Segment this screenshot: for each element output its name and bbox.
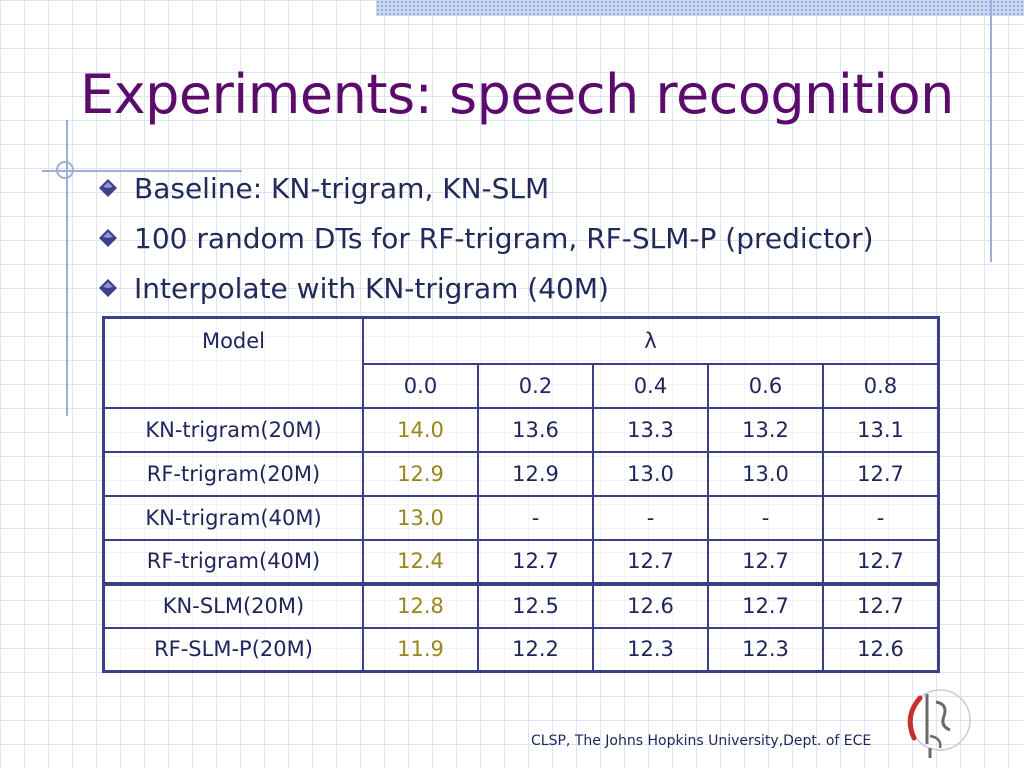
lambda-value: 0.4	[592, 362, 709, 409]
bullet-text: 100 random DTs for RF-trigram, RF-SLM-P …	[134, 221, 874, 255]
lambda-header: λ	[362, 316, 940, 365]
vertical-rule-left	[66, 120, 68, 416]
table-cell: 13.3	[592, 406, 709, 453]
bullet-text: Interpolate with KN-trigram (40M)	[134, 271, 609, 305]
table-cell: 12.2	[477, 626, 594, 673]
model-name: RF-trigram(20M)	[102, 450, 364, 497]
table-cell: 12.7	[822, 538, 940, 585]
footer-affiliation: CLSP, The Johns Hopkins University,Dept.…	[531, 733, 872, 749]
table-cell: 13.0	[707, 450, 824, 497]
baseline-value: 12.8	[362, 581, 479, 629]
table-cell: 12.6	[592, 581, 709, 629]
table-cell: 12.9	[477, 450, 594, 497]
model-name: RF-SLM-P(20M)	[102, 626, 364, 673]
table-row: KN-trigram(20M) 14.0 13.6 13.3 13.2 13.1	[102, 406, 940, 453]
table-cell: 13.6	[477, 406, 594, 453]
bullet-item: 100 random DTs for RF-trigram, RF-SLM-P …	[98, 213, 874, 263]
baseline-value: 14.0	[362, 406, 479, 453]
slide-title: Experiments: speech recognition	[80, 63, 954, 126]
table-header-row: Model λ	[102, 316, 940, 409]
table-cell: 12.3	[707, 626, 824, 673]
results-table: Model λ 0.0 0.2 0.4 0.6 0.8 KN-trigram(2…	[102, 316, 940, 673]
table-cell: 13.2	[707, 406, 824, 453]
table-cell: 12.7	[822, 581, 940, 629]
model-column-header: Model	[102, 316, 364, 409]
table-cell: 12.7	[707, 581, 824, 629]
bullet-item: Interpolate with KN-trigram (40M)	[98, 263, 874, 313]
baseline-value: 11.9	[362, 626, 479, 673]
table-cell: 12.7	[592, 538, 709, 585]
table-row: KN-SLM(20M) 12.8 12.5 12.6 12.7 12.7	[102, 581, 940, 629]
lambda-value: 0.6	[707, 362, 824, 409]
bullet-list: Baseline: KN-trigram, KN-SLM 100 random …	[98, 163, 874, 313]
bullet-item: Baseline: KN-trigram, KN-SLM	[98, 163, 874, 213]
lambda-value: 0.8	[822, 362, 940, 409]
diamond-bullet-icon	[99, 279, 117, 297]
header-band	[376, 0, 1024, 16]
baseline-value: 12.4	[362, 538, 479, 585]
table-row: RF-SLM-P(20M) 11.9 12.2 12.3 12.3 12.6	[102, 626, 940, 673]
table-cell: -	[477, 494, 594, 541]
table-cell: 12.5	[477, 581, 594, 629]
vertical-rule-right	[990, 0, 992, 262]
table-row: RF-trigram(20M) 12.9 12.9 13.0 13.0 12.7	[102, 450, 940, 497]
table-cell: 12.7	[707, 538, 824, 585]
table-cell: 12.7	[822, 450, 940, 497]
bullet-text: Baseline: KN-trigram, KN-SLM	[134, 171, 550, 205]
lambda-value: 0.2	[477, 362, 594, 409]
diamond-bullet-icon	[99, 179, 117, 197]
table-cell: 12.7	[477, 538, 594, 585]
table-cell: 12.6	[822, 626, 940, 673]
table-cell: -	[592, 494, 709, 541]
model-name: KN-trigram(20M)	[102, 406, 364, 453]
table-cell: -	[822, 494, 940, 541]
lambda-value: 0.0	[362, 362, 479, 409]
lambda-values-row: 0.0 0.2 0.4 0.6 0.8	[104, 362, 940, 409]
table-cell: 13.1	[822, 406, 940, 453]
baseline-value: 13.0	[362, 494, 479, 541]
model-name: KN-SLM(20M)	[102, 581, 364, 629]
model-name: KN-trigram(40M)	[102, 494, 364, 541]
diamond-bullet-icon	[99, 229, 117, 247]
model-name: RF-trigram(40M)	[102, 538, 364, 585]
crosshair-icon	[56, 161, 74, 179]
table-cell: -	[707, 494, 824, 541]
table-cell: 12.3	[592, 626, 709, 673]
table-row: KN-trigram(40M) 13.0 - - - -	[102, 494, 940, 541]
baseline-value: 12.9	[362, 450, 479, 497]
table-row: RF-trigram(40M) 12.4 12.7 12.7 12.7 12.7	[102, 538, 940, 585]
table-cell: 13.0	[592, 450, 709, 497]
horizontal-rule-left	[42, 170, 242, 172]
clsp-logo-icon	[907, 689, 971, 758]
